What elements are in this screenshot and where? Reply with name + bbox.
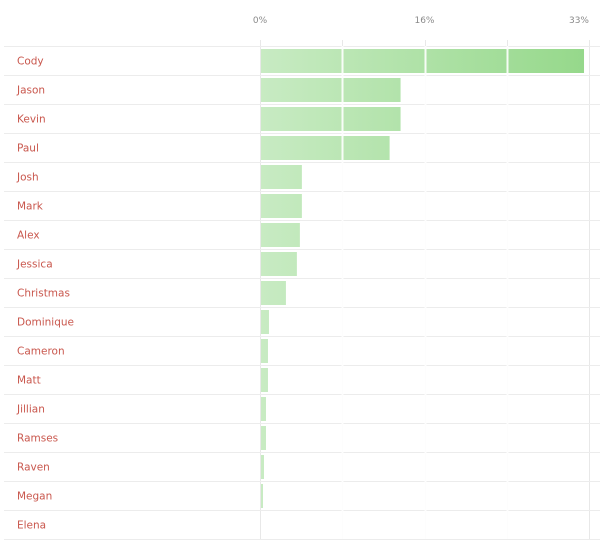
category-label: Ramses [17,433,58,445]
category-label: Raven [17,462,50,474]
bar [261,49,585,73]
category-label: Kevin [17,114,46,126]
category-label: Cameron [17,346,65,358]
bar [261,136,390,160]
x-axis-ticks: 0% 16% 33% [253,16,590,26]
bar [261,397,266,421]
x-tick-label: 16% [414,16,434,26]
bar [261,310,269,334]
bar [261,252,297,276]
bar [261,368,268,392]
bar [261,78,401,102]
bar [261,455,264,479]
category-label: Jessica [16,259,53,271]
category-label: Jason [16,85,45,97]
bar [261,194,302,218]
category-label: Dominique [17,317,74,329]
category-label: Elena [17,520,46,532]
bars [261,49,585,508]
category-label: Christmas [17,288,70,300]
x-tick-label: 0% [253,16,268,26]
bar [261,165,302,189]
category-label: Jillian [16,404,45,416]
rows: Cody Jason Kevin Paul Josh Mark Alex Jessica Chr… [4,46,600,540]
bar [261,484,263,508]
bar [261,107,401,131]
grid-overlay [341,46,509,539]
category-label: Megan [17,491,52,503]
x-tick-label: 33% [569,16,589,26]
category-label: Cody [17,56,44,68]
category-label: Matt [17,375,41,387]
category-label: Alex [17,230,40,242]
bar [261,426,266,450]
category-label: Josh [16,172,39,184]
bar [261,223,300,247]
bar [261,339,268,363]
category-label: Mark [17,201,44,213]
category-label: Paul [17,143,39,155]
bar [261,281,286,305]
